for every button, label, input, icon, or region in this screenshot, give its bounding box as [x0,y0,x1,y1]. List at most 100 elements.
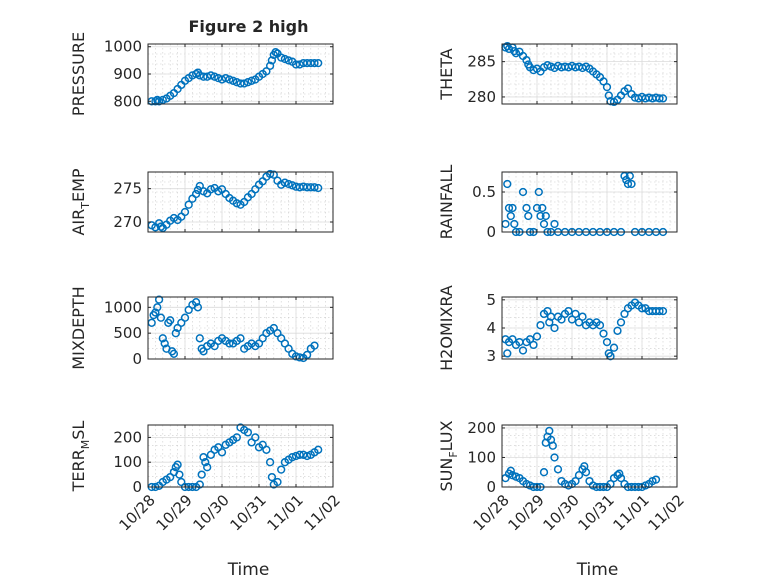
data-point [655,306,664,316]
data-point [564,306,573,316]
data-point [273,477,282,487]
data-point [541,211,550,221]
axes-frame [501,43,678,105]
data-point [506,466,515,475]
y-tick-label: 1000 [104,38,142,56]
data-point [265,169,275,179]
data-point [510,46,519,56]
data-point [158,334,167,343]
data-point [195,334,204,343]
data-point [240,79,249,88]
data-point [280,54,290,64]
subplot-air: 270 275 AIRTEMP [69,168,334,236]
subplot-mixdepth: 0 500 1000 MIXDEPTH [69,286,334,370]
data-point [191,189,201,199]
data-point [288,181,297,190]
data-point [658,306,668,316]
data-point [550,453,559,462]
data-point [265,458,275,467]
y-tick-label: 275 [113,180,142,198]
data-point [538,203,547,213]
data-point [524,211,533,221]
data-point [217,448,227,457]
data-point [504,203,514,213]
data-point [153,95,162,105]
data-point [262,67,271,76]
x-tick-label: 11/01 [610,491,653,534]
y-tick-label: 100 [467,448,496,466]
data-point [620,171,629,181]
data-point [529,340,538,350]
subplot-theta: 280 285 THETA [437,41,678,107]
data-point [602,82,612,92]
subplot-pressure: 800 900 1000 PRESSURE Figure 2 high [69,17,334,116]
y-axis-label: THETA [437,48,456,100]
data-point [206,71,216,80]
data-point [616,473,626,483]
y-tick-label: 100 [113,453,142,471]
data-point [154,97,164,106]
y-tick-label: 4 [486,319,496,337]
data-point [228,76,238,85]
x-tick-label: 10/28 [116,491,159,534]
data-point [288,453,297,462]
data-point [180,313,190,322]
y-tick-label: 800 [113,92,142,110]
y-axis-label: H2OMIXRA [437,285,456,371]
x-tick-label: 11/02 [301,491,344,534]
y-axis-label: RAINFALL [437,165,456,240]
y-tick-label: 5 [486,291,496,309]
data-point [158,95,167,105]
data-point [243,78,253,87]
data-point [232,78,241,87]
data-point [243,428,253,437]
data-point [265,61,275,70]
y-tick-label: 1000 [104,298,142,316]
data-point [550,219,559,229]
subplot-h2omixra: 3 4 5 H2OMIXRA [437,285,678,371]
data-point [291,352,301,361]
data-point [637,304,647,313]
data-point [175,470,184,479]
data-point [169,349,179,358]
data-point [503,349,512,358]
data-point [508,203,517,213]
data-point [160,339,169,348]
data-point [199,72,208,81]
data-point [539,468,549,477]
y-tick-label: 0.5 [472,183,496,201]
x-tick-label: 10/29 [505,491,548,534]
data-point [314,445,323,454]
chart-title: Figure 2 high [189,17,309,36]
x-tick-label: 10/28 [470,491,513,534]
data-point [578,312,587,321]
data-point [571,309,580,319]
data-point [532,203,542,213]
data-point [518,187,528,197]
data-point [284,56,293,65]
data-point [623,179,633,189]
data-point [191,298,201,307]
data-point [550,323,559,333]
y-axis-label: SUNFLUX [437,420,460,491]
data-point [280,178,290,187]
data-point [277,465,286,474]
data-point [203,463,212,472]
y-tick-label: 200 [113,428,142,446]
data-point [210,72,219,81]
data-point [534,187,543,197]
data-point [195,181,204,191]
y-tick-label: 0 [132,350,142,368]
y-axis-label: MIXDEPTH [69,286,88,369]
data-point [545,426,554,436]
data-point [503,179,512,189]
data-point [625,171,634,181]
data-point [310,341,319,350]
data-point [247,76,256,85]
data-point [627,179,636,189]
subplot-rainfall: 0 0.5 RAINFALL [437,165,678,241]
data-point [314,58,323,68]
y-tick-label: 0 [486,223,496,241]
